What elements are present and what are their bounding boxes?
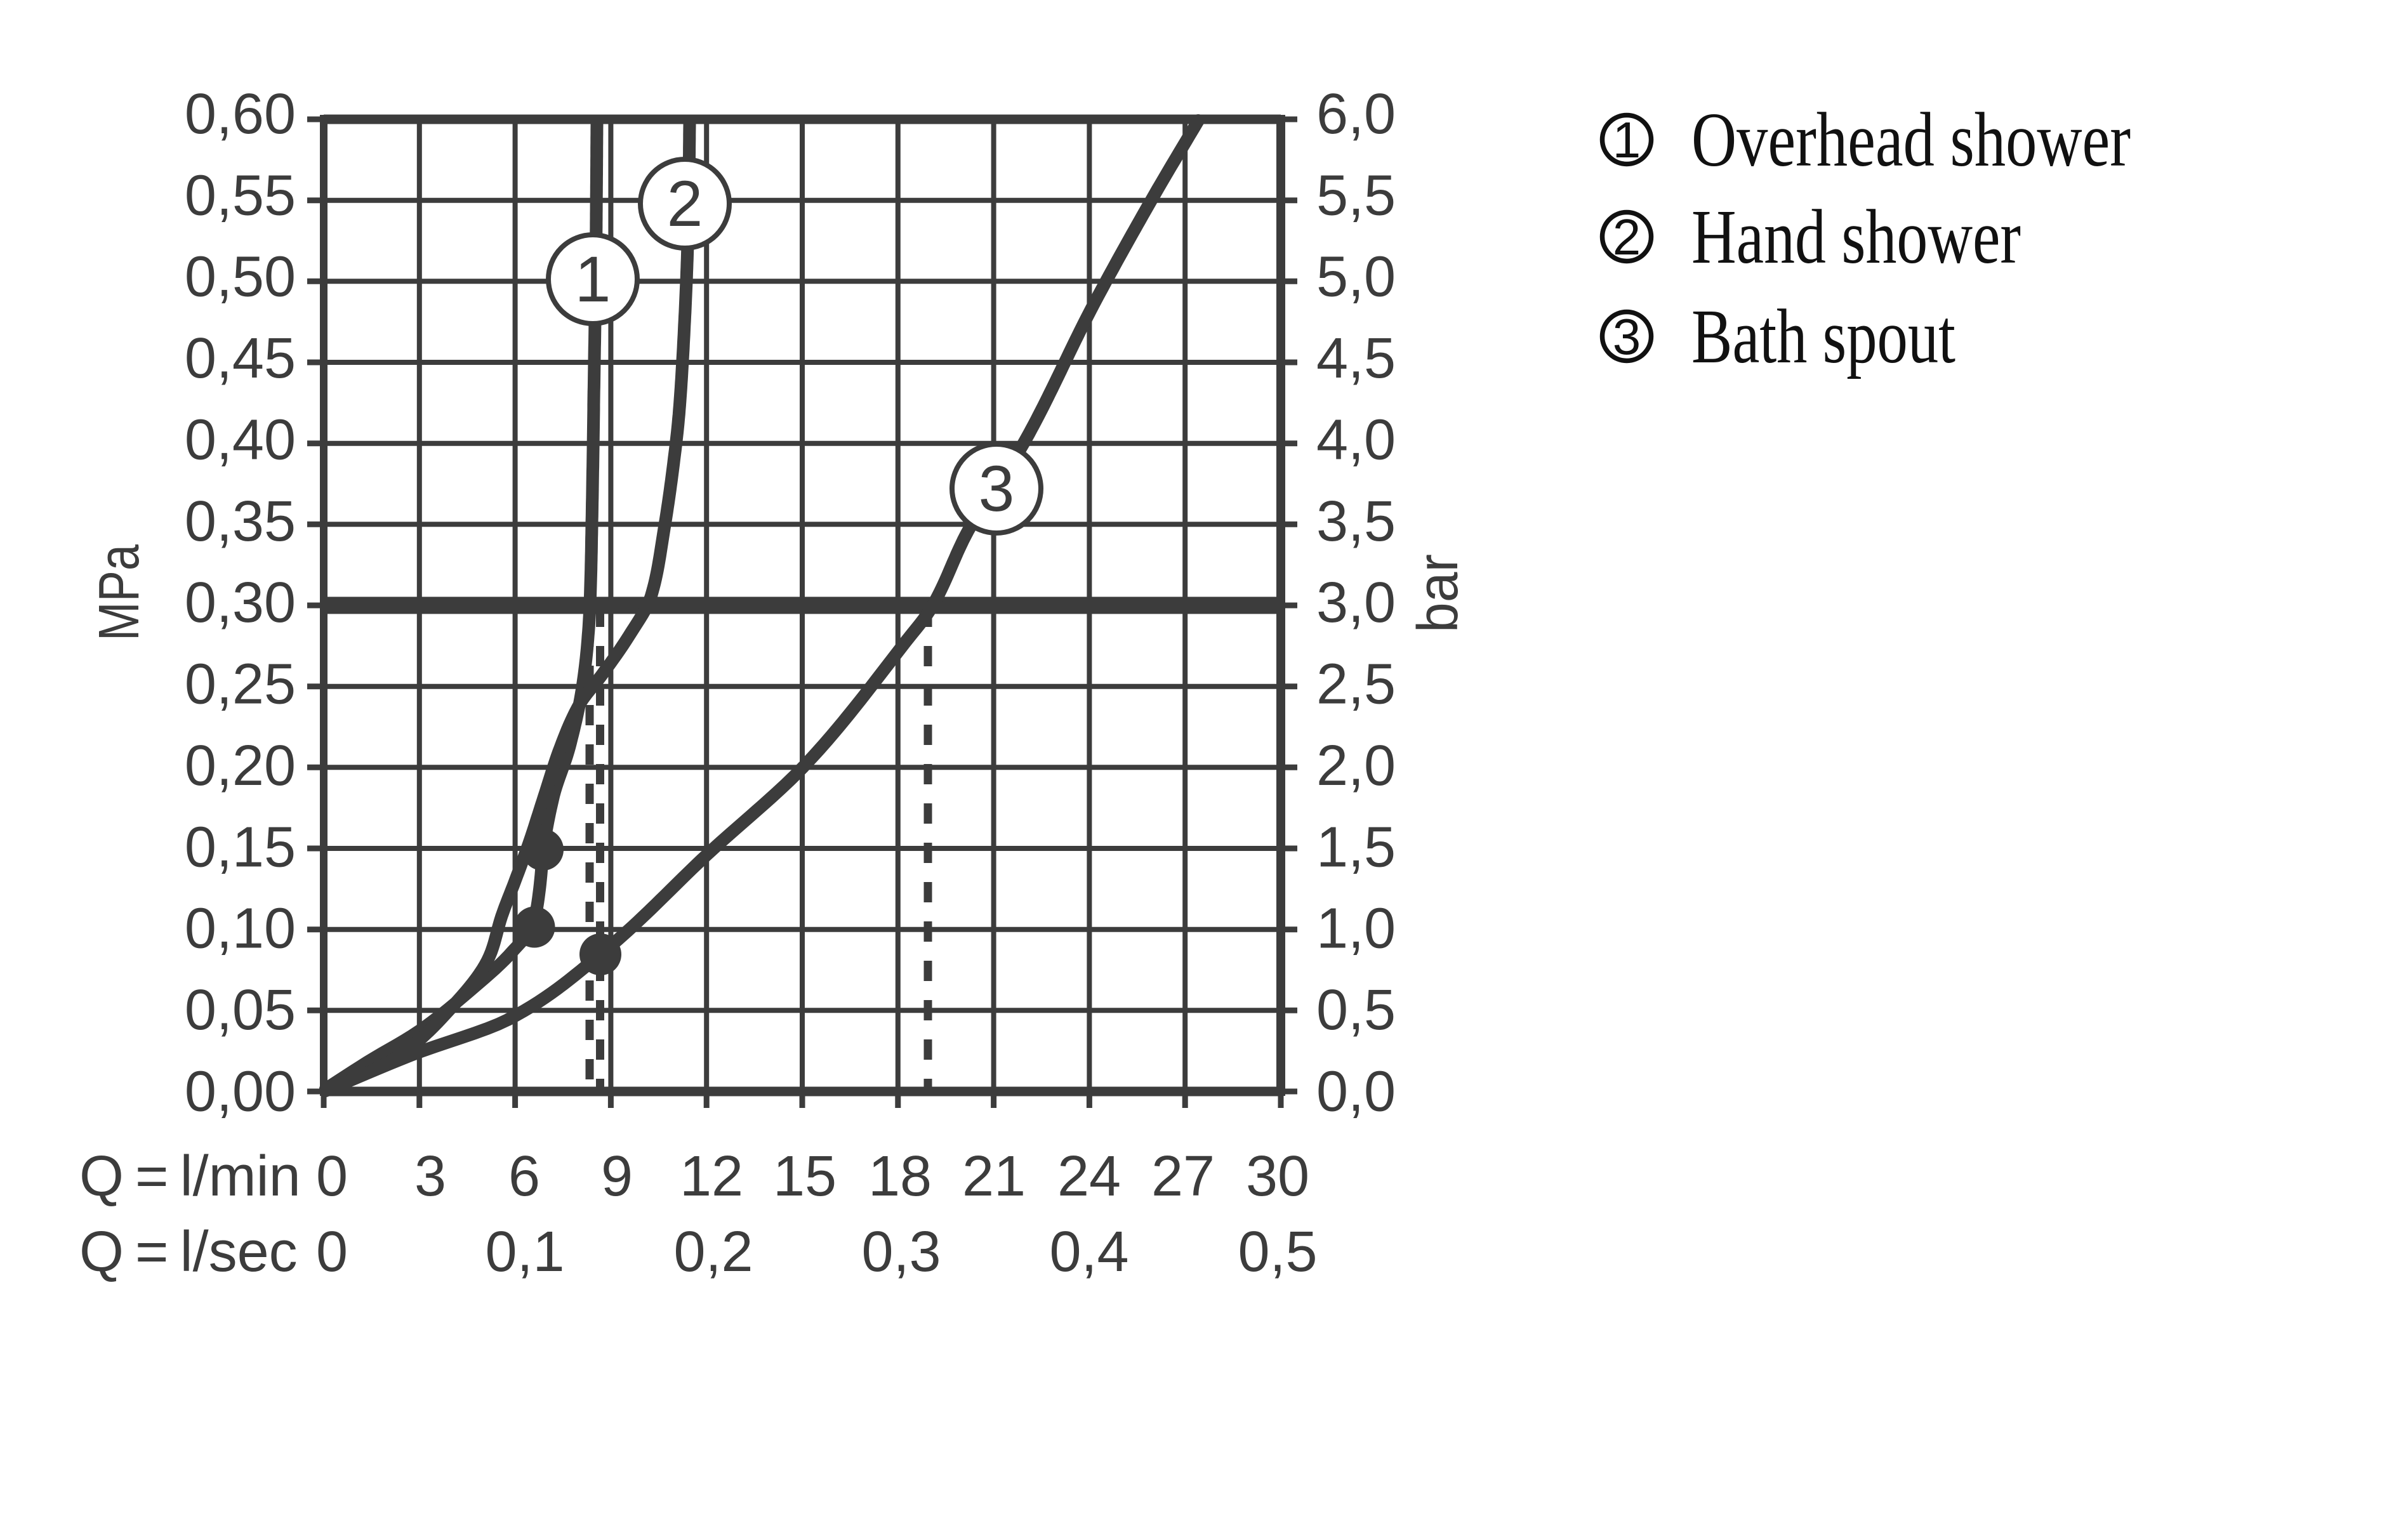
svg-text:4,5: 4,5 [1316, 327, 1396, 390]
svg-text:2: 2 [1613, 209, 1641, 265]
svg-text:0,1: 0,1 [485, 1220, 564, 1284]
svg-text:18: 18 [868, 1145, 932, 1208]
svg-text:21: 21 [962, 1145, 1026, 1208]
svg-text:0,15: 0,15 [185, 815, 296, 879]
svg-text:0,25: 0,25 [185, 653, 296, 716]
svg-text:3: 3 [1613, 308, 1641, 365]
svg-text:9: 9 [601, 1145, 633, 1208]
svg-text:0,40: 0,40 [185, 408, 296, 471]
svg-text:1,5: 1,5 [1316, 815, 1396, 879]
svg-text:0,60: 0,60 [185, 82, 296, 146]
svg-text:5,5: 5,5 [1316, 164, 1396, 227]
svg-text:5,0: 5,0 [1316, 246, 1396, 309]
svg-text:MPa: MPa [88, 544, 151, 641]
svg-text:0,45: 0,45 [185, 327, 296, 390]
svg-text:24: 24 [1057, 1145, 1121, 1208]
svg-text:1,0: 1,0 [1316, 897, 1396, 961]
svg-text:27: 27 [1151, 1145, 1215, 1208]
svg-text:0: 0 [316, 1145, 348, 1208]
svg-text:0,3: 0,3 [861, 1220, 941, 1284]
svg-text:0,2: 0,2 [673, 1220, 753, 1284]
svg-text:2,0: 2,0 [1316, 734, 1396, 798]
svg-text:0,30: 0,30 [185, 571, 296, 635]
svg-text:3,5: 3,5 [1316, 490, 1396, 553]
svg-text:0: 0 [316, 1220, 348, 1284]
svg-text:15: 15 [773, 1145, 837, 1208]
svg-text:Q = l/min: Q = l/min [79, 1145, 301, 1208]
svg-text:0,35: 0,35 [185, 490, 296, 553]
svg-text:Q = l/sec: Q = l/sec [79, 1220, 298, 1284]
svg-text:0,0: 0,0 [1316, 1060, 1396, 1123]
svg-text:2: 2 [667, 168, 703, 240]
svg-text:0,05: 0,05 [185, 978, 296, 1042]
svg-text:Bath spout: Bath spout [1691, 294, 1955, 379]
svg-text:30: 30 [1246, 1145, 1309, 1208]
svg-text:0,5: 0,5 [1316, 978, 1396, 1042]
svg-text:Hand shower: Hand shower [1691, 194, 2021, 280]
svg-text:0,4: 0,4 [1049, 1220, 1128, 1284]
svg-text:0,20: 0,20 [185, 734, 296, 798]
svg-text:bar: bar [1406, 554, 1470, 633]
svg-text:3: 3 [979, 452, 1015, 525]
svg-text:12: 12 [680, 1145, 743, 1208]
svg-text:3: 3 [414, 1145, 446, 1208]
svg-text:1: 1 [575, 243, 611, 315]
svg-text:Overhead shower: Overhead shower [1691, 97, 2131, 183]
svg-text:0,5: 0,5 [1238, 1220, 1317, 1284]
svg-text:1: 1 [1613, 112, 1641, 168]
svg-text:0,50: 0,50 [185, 246, 296, 309]
svg-text:0,55: 0,55 [185, 164, 296, 227]
svg-text:2,5: 2,5 [1316, 653, 1396, 716]
svg-text:3,0: 3,0 [1316, 571, 1396, 635]
svg-text:6: 6 [508, 1145, 540, 1208]
svg-text:4,0: 4,0 [1316, 408, 1396, 471]
svg-text:0,00: 0,00 [185, 1060, 296, 1123]
svg-text:6,0: 6,0 [1316, 82, 1396, 146]
svg-text:0,10: 0,10 [185, 897, 296, 961]
